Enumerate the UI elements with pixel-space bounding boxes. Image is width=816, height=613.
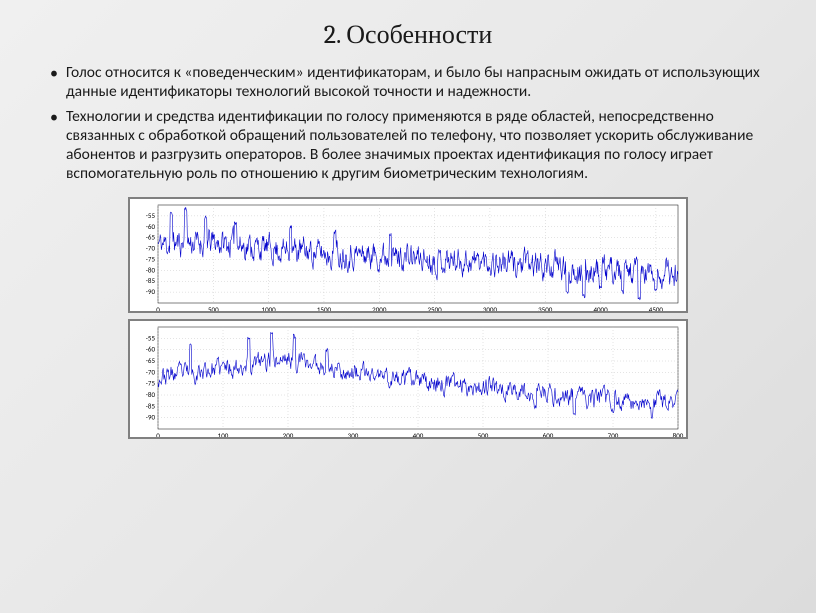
svg-text:3000: 3000 xyxy=(483,305,498,311)
svg-text:-65: -65 xyxy=(146,356,156,365)
charts-container: -55-60-65-70-75-80-85-900500100015002000… xyxy=(128,197,688,439)
svg-text:-85: -85 xyxy=(146,277,156,286)
svg-text:100: 100 xyxy=(218,431,229,437)
chart-1-svg: -55 -60 -65 -70 -75 -80 -85 -90 0 500 1000 1500 2000… xyxy=(130,199,686,311)
svg-text:0: 0 xyxy=(156,431,160,437)
svg-text:4000: 4000 xyxy=(593,305,608,311)
svg-text:200: 200 xyxy=(283,431,294,437)
svg-text:-85: -85 xyxy=(146,402,156,411)
svg-text:1500: 1500 xyxy=(317,305,332,311)
svg-text:-90: -90 xyxy=(146,413,156,422)
chart-2-frame: -55 -60 -65 -70 -75 -80 -85 -90 0 100 200 300 400 500… xyxy=(128,319,688,439)
svg-text:-80: -80 xyxy=(146,390,156,399)
svg-text:-60: -60 xyxy=(146,345,156,354)
svg-text:800: 800 xyxy=(673,431,684,437)
svg-text:-55: -55 xyxy=(146,334,156,343)
chart-2-svg: -55 -60 -65 -70 -75 -80 -85 -90 0 100 200 300 400 500… xyxy=(130,321,686,437)
bullet-item: Технологии и средства идентификации по г… xyxy=(48,108,768,184)
svg-text:-60: -60 xyxy=(146,222,156,231)
svg-text:0: 0 xyxy=(156,305,160,311)
svg-text:-75: -75 xyxy=(146,255,156,264)
svg-text:-55: -55 xyxy=(146,211,156,220)
svg-text:600: 600 xyxy=(543,431,554,437)
svg-text:2000: 2000 xyxy=(372,305,387,311)
svg-text:4500: 4500 xyxy=(649,305,664,311)
svg-text:-80: -80 xyxy=(146,266,156,275)
chart-1-frame: -55 -60 -65 -70 -75 -80 -85 -90 0 500 1000 1500 2000… xyxy=(128,197,688,313)
svg-text:-90: -90 xyxy=(146,288,156,297)
svg-text:-70: -70 xyxy=(146,244,156,253)
svg-text:500: 500 xyxy=(478,431,489,437)
bullet-list: Голос относится к «поведенческим» иденти… xyxy=(48,64,768,183)
svg-text:1000: 1000 xyxy=(262,305,277,311)
slide-title: 2. Особенности xyxy=(48,20,768,50)
chart-2: -55 -60 -65 -70 -75 -80 -85 -90 0 100 200 300 400 500… xyxy=(130,321,686,437)
svg-text:3500: 3500 xyxy=(538,305,553,311)
svg-text:-75: -75 xyxy=(146,379,156,388)
svg-text:-70: -70 xyxy=(146,368,156,377)
svg-text:400: 400 xyxy=(413,431,424,437)
chart-1: -55 -60 -65 -70 -75 -80 -85 -90 0 500 1000 1500 2000… xyxy=(130,199,686,311)
svg-text:2500: 2500 xyxy=(427,305,442,311)
svg-text:700: 700 xyxy=(608,431,619,437)
svg-text:-65: -65 xyxy=(146,233,156,242)
svg-text:300: 300 xyxy=(348,431,359,437)
bullet-item: Голос относится к «поведенческим» иденти… xyxy=(48,64,768,102)
svg-text:500: 500 xyxy=(208,305,219,311)
